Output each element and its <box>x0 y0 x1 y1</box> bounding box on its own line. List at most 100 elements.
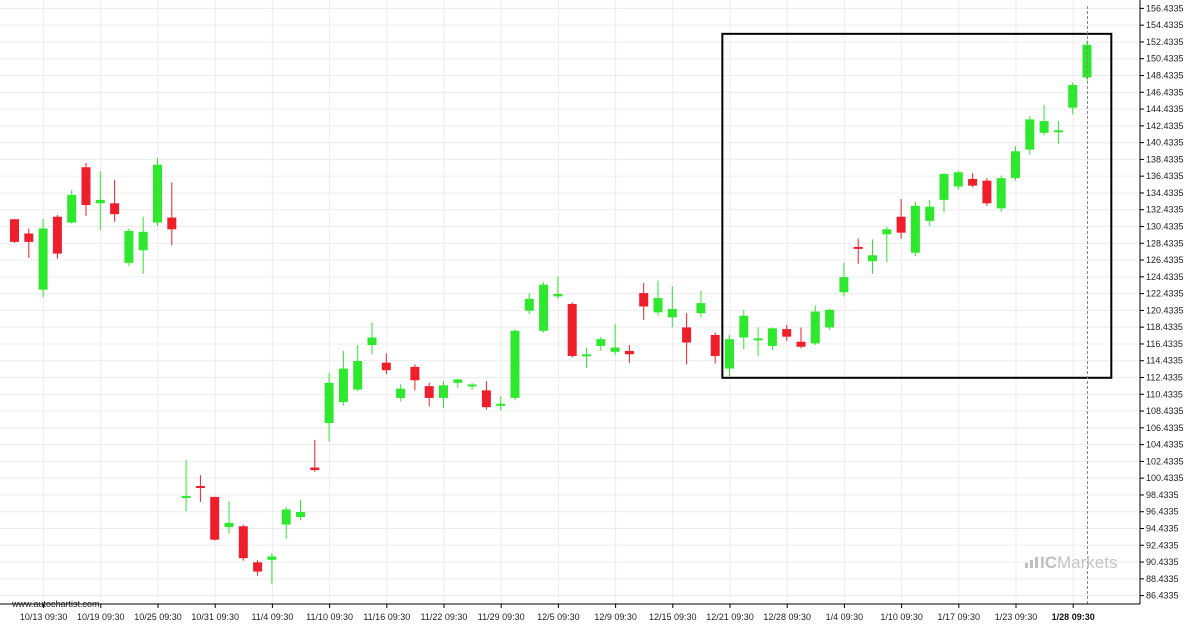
candle-body <box>453 379 463 383</box>
candle-up <box>396 384 406 402</box>
candle-up <box>181 459 191 512</box>
y-tick-label: 112.4335 <box>1146 373 1183 383</box>
x-tick-label: 12/15 09:30 <box>649 612 697 622</box>
candle-down <box>210 496 220 541</box>
candle-up <box>1053 121 1063 144</box>
y-tick-label: 144.4335 <box>1146 104 1184 114</box>
candle-up <box>439 381 448 408</box>
y-tick-label: 114.4335 <box>1146 356 1183 366</box>
x-tick-label: 12/5 09:30 <box>537 612 580 622</box>
y-tick-label: 104.4335 <box>1146 440 1184 450</box>
candle-body <box>639 293 649 307</box>
candle-up <box>753 327 763 356</box>
candle-body <box>825 309 835 328</box>
candle-down <box>424 382 434 407</box>
y-tick-label: 122.4335 <box>1146 289 1184 299</box>
y-tick-label: 146.4335 <box>1146 87 1184 97</box>
candle-body <box>696 303 706 314</box>
candle-body <box>653 298 663 313</box>
candle-up <box>353 345 363 392</box>
x-tick-label: 1/4 09:30 <box>826 612 864 622</box>
brand-logo: ICMarkets <box>1040 553 1117 572</box>
candle-body <box>124 230 134 263</box>
candle-body <box>624 350 634 355</box>
candle-up <box>124 228 134 267</box>
candle-body <box>939 173 949 200</box>
candle-up <box>739 309 749 350</box>
candle-down <box>110 179 120 222</box>
x-tick-label: 10/25 09:30 <box>134 612 182 622</box>
candle-body <box>868 255 877 262</box>
candle-up <box>910 201 920 257</box>
candle-body <box>396 388 406 398</box>
candle-body <box>338 368 348 403</box>
candle-down <box>310 439 320 472</box>
candle-body <box>782 329 792 337</box>
candle-body <box>725 339 734 369</box>
candle-down <box>481 381 491 410</box>
y-axis-ticks: 156.4335 154.4335 152.4335 150.4335 148.4335… <box>1140 3 1184 601</box>
candle-body <box>753 338 763 341</box>
candle-body <box>667 308 677 318</box>
y-tick-label: 124.4335 <box>1146 272 1184 282</box>
candle-body <box>910 205 920 253</box>
x-tick-label: 1/17 09:30 <box>938 612 981 622</box>
candle-body <box>167 217 177 230</box>
candle-up <box>338 350 348 406</box>
candle-down <box>896 199 906 239</box>
candle-up <box>524 293 534 315</box>
candle-body <box>925 206 935 221</box>
candle-up <box>1025 116 1035 155</box>
x-axis-ticks: 10/13 09:30 10/19 09:30 10/25 09:30 10/31 0… <box>20 604 1095 622</box>
x-tick-label: 11/29 09:30 <box>478 612 525 622</box>
y-tick-label: 86.4335 <box>1146 591 1179 601</box>
candle-body <box>1039 121 1049 133</box>
candle-body <box>1068 85 1078 108</box>
candle-up <box>610 324 620 356</box>
candle-body <box>539 284 549 331</box>
candle-body <box>510 330 520 398</box>
candle-body <box>496 403 506 406</box>
candle-body <box>710 334 720 356</box>
candle-up <box>825 308 835 330</box>
candle-body <box>739 315 749 338</box>
candle-up <box>882 226 892 263</box>
candle-body <box>882 229 892 235</box>
x-tick-label: 1/10 09:30 <box>880 612 923 622</box>
candle-up <box>138 216 148 274</box>
candle-down <box>24 228 34 258</box>
candle-up <box>281 506 291 539</box>
candle-down <box>410 364 420 391</box>
candle-body <box>424 386 434 398</box>
y-tick-label: 120.4335 <box>1146 305 1184 315</box>
candle-down <box>968 173 978 188</box>
candle-up <box>539 282 549 333</box>
candle-down <box>853 238 863 264</box>
candle-up <box>67 189 77 224</box>
candle-up <box>996 175 1006 212</box>
candle-up <box>725 334 734 377</box>
brand-watermark: ICMarkets <box>1025 553 1117 572</box>
y-tick-label: 100.4335 <box>1146 473 1184 483</box>
candle-body <box>481 390 491 408</box>
candle-up <box>939 173 949 213</box>
candle-up <box>1039 105 1049 136</box>
candle-body <box>95 199 105 204</box>
x-tick-label: 12/21 09:30 <box>706 612 754 622</box>
pattern-overlay <box>721 6 1113 604</box>
candle-down <box>10 219 19 243</box>
candle-body <box>1011 151 1020 179</box>
candle-down <box>567 302 577 358</box>
y-tick-label: 88.4335 <box>1146 574 1179 584</box>
y-tick-label: 150.4335 <box>1146 54 1184 64</box>
candle-down <box>796 327 806 349</box>
pattern-box <box>721 32 1113 379</box>
candle-up <box>1068 82 1078 115</box>
y-tick-label: 140.4335 <box>1146 138 1184 148</box>
candle-body <box>1025 119 1035 150</box>
x-tick-label-current: 1/28 09:30 <box>1052 612 1095 622</box>
y-tick-label: 96.4335 <box>1146 507 1179 517</box>
candle-body <box>353 361 363 390</box>
candle-down <box>982 178 992 206</box>
candle-body <box>110 203 120 215</box>
